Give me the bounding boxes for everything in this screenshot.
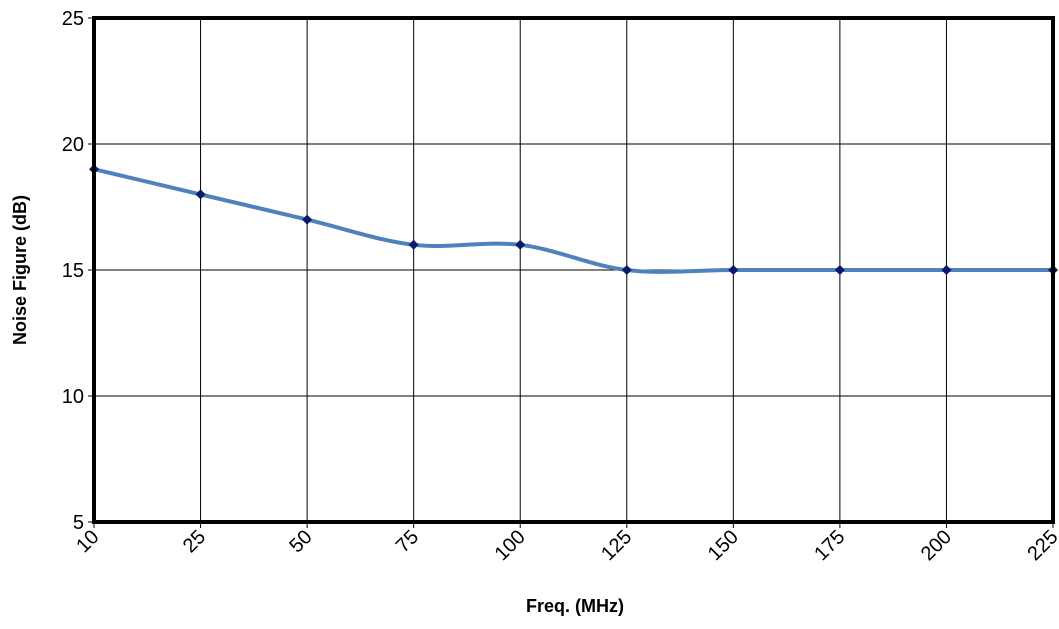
x-tick-label: 75 [392,526,423,557]
data-point-marker [728,265,739,275]
y-tick-label: 5 [73,512,84,534]
data-point-marker [834,265,845,275]
y-tick-label: 25 [62,8,84,30]
x-axis-ticks: 10 25 50 75 100 125 150 175 200 225 [72,522,1059,565]
x-tick-label: 50 [285,526,316,557]
data-point-marker [302,214,313,225]
y-tick-label: 10 [62,386,84,408]
x-axis-title: Freq. (MHz) [526,596,624,616]
x-tick-label: 175 [810,526,849,565]
data-point-marker [195,189,206,200]
x-tick-label: 100 [491,526,530,565]
data-point-marker [621,265,632,275]
x-tick-label: 200 [917,526,956,565]
x-tick-label: 150 [704,526,743,565]
y-axis-title: Noise Figure (dB) [10,195,30,345]
y-tick-label: 15 [62,260,84,282]
series-layer [89,164,1058,275]
data-point-marker [515,239,526,250]
x-tick-label: 225 [1023,526,1059,565]
x-tick-label: 25 [179,526,210,557]
y-axis-ticks: 5 10 15 20 25 [62,8,94,534]
data-point-marker [408,239,419,250]
y-tick-label: 20 [62,134,84,156]
x-tick-label: 125 [597,526,636,565]
data-point-marker [941,265,952,275]
series-line [93,167,1053,274]
